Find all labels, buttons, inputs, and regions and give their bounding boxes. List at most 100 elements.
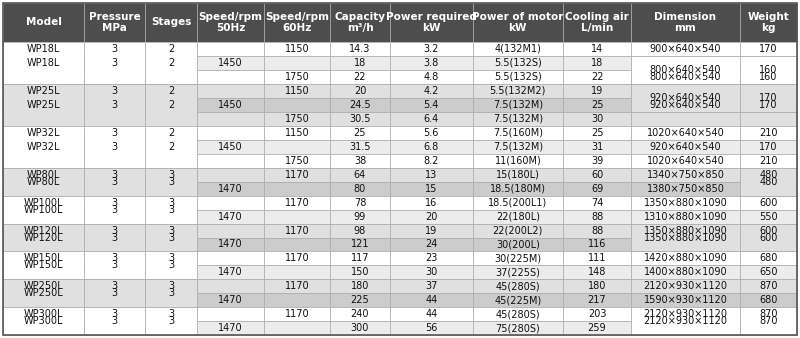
Bar <box>264 112 330 126</box>
Bar <box>330 3 390 42</box>
Text: 3: 3 <box>111 282 118 291</box>
Text: 1020×640×540: 1020×640×540 <box>646 128 724 138</box>
Text: 3: 3 <box>168 225 174 236</box>
Bar <box>3 3 84 42</box>
Bar <box>390 112 473 126</box>
Bar <box>740 112 797 126</box>
Text: Speed/rpm
50Hz: Speed/rpm 50Hz <box>198 11 262 33</box>
Bar <box>145 251 198 280</box>
Text: 18.5(180M): 18.5(180M) <box>490 184 546 194</box>
Text: WP25L: WP25L <box>27 86 61 96</box>
Bar <box>563 223 631 238</box>
Text: 20: 20 <box>425 212 438 222</box>
Bar <box>563 70 631 84</box>
Bar <box>563 42 631 56</box>
Bar <box>390 223 473 238</box>
Bar <box>145 56 198 70</box>
Bar <box>264 182 330 196</box>
Bar <box>473 196 563 210</box>
Bar <box>145 223 198 251</box>
Bar <box>631 56 740 70</box>
Text: 240: 240 <box>350 309 370 319</box>
Bar <box>198 182 264 196</box>
Text: 148: 148 <box>588 267 606 277</box>
Bar <box>198 280 264 293</box>
Text: 11(160M): 11(160M) <box>494 156 542 166</box>
Text: 45(280S): 45(280S) <box>495 309 540 319</box>
Text: 22: 22 <box>354 72 366 82</box>
Bar <box>390 168 473 182</box>
Bar <box>473 112 563 126</box>
Bar <box>740 307 797 335</box>
Text: 1420×880×1090: 1420×880×1090 <box>643 254 727 263</box>
Bar <box>330 84 390 98</box>
Bar <box>198 84 264 98</box>
Bar <box>264 42 330 56</box>
Text: 16: 16 <box>425 198 438 208</box>
Bar <box>473 293 563 307</box>
Bar <box>631 3 740 42</box>
Text: 45(225M): 45(225M) <box>494 295 542 305</box>
Bar <box>631 223 740 251</box>
Text: 480: 480 <box>759 170 778 180</box>
Text: 24.5: 24.5 <box>349 100 370 110</box>
Text: 19: 19 <box>425 225 438 236</box>
Text: 25: 25 <box>354 128 366 138</box>
Text: 3: 3 <box>168 198 174 208</box>
Bar <box>740 168 797 182</box>
Text: 600: 600 <box>759 198 778 208</box>
Bar <box>84 307 145 335</box>
Bar <box>740 84 797 98</box>
Bar <box>145 168 198 182</box>
Bar <box>84 70 145 84</box>
Text: 3: 3 <box>168 177 174 187</box>
Bar <box>3 126 84 140</box>
Text: 80: 80 <box>354 184 366 194</box>
Bar <box>84 140 145 154</box>
Text: 3: 3 <box>111 261 118 270</box>
Text: 39: 39 <box>591 156 603 166</box>
Bar <box>740 70 797 84</box>
Text: WP250L: WP250L <box>24 288 63 298</box>
Bar <box>264 3 330 42</box>
Text: 3: 3 <box>111 309 118 319</box>
Text: 170: 170 <box>759 142 778 152</box>
Text: 1470: 1470 <box>218 212 243 222</box>
Bar <box>198 112 264 126</box>
Text: 210: 210 <box>759 156 778 166</box>
Text: 1750: 1750 <box>285 156 310 166</box>
Text: 1400×880×1090: 1400×880×1090 <box>643 267 727 277</box>
Text: 1470: 1470 <box>218 240 243 249</box>
Bar <box>390 210 473 223</box>
Text: 1350×880×1090: 1350×880×1090 <box>643 233 727 242</box>
Text: 25: 25 <box>590 100 603 110</box>
Bar <box>3 126 84 168</box>
Bar <box>198 140 264 154</box>
Bar <box>198 126 264 140</box>
Text: 1170: 1170 <box>285 254 309 263</box>
Bar <box>473 154 563 168</box>
Text: 225: 225 <box>350 295 370 305</box>
Text: 3: 3 <box>168 170 174 180</box>
Bar <box>631 307 740 321</box>
Text: 1380×750×850: 1380×750×850 <box>646 184 724 194</box>
Text: 7.5(132M): 7.5(132M) <box>493 114 543 124</box>
Bar <box>740 56 797 84</box>
Bar <box>330 112 390 126</box>
Bar <box>330 70 390 84</box>
Bar <box>84 321 145 335</box>
Bar <box>563 265 631 280</box>
Bar <box>145 126 198 140</box>
Bar <box>3 98 84 112</box>
Bar <box>390 238 473 251</box>
Bar <box>740 196 797 210</box>
Bar <box>3 182 84 196</box>
Text: 7.5(132M): 7.5(132M) <box>493 142 543 152</box>
Text: Capacity
m³/h: Capacity m³/h <box>334 11 386 33</box>
Bar <box>3 84 84 126</box>
Text: 30: 30 <box>591 114 603 124</box>
Text: 5.5(132S): 5.5(132S) <box>494 58 542 68</box>
Text: 920×640×540: 920×640×540 <box>650 100 722 110</box>
Text: 6.4: 6.4 <box>424 114 439 124</box>
Text: 650: 650 <box>759 267 778 277</box>
